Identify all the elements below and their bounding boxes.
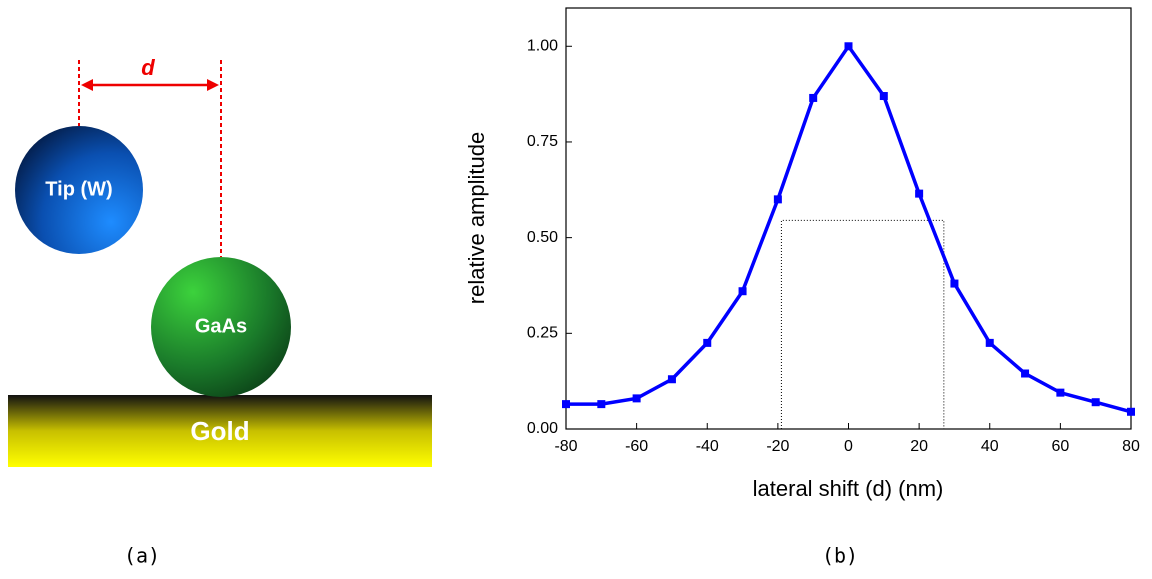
caption: (b)	[822, 544, 858, 568]
x-tick-label: -40	[696, 438, 719, 455]
chart: lateral shift (d) (nm) relative amplitud…	[464, 7, 1140, 568]
data-point	[879, 92, 888, 101]
gold-label: Gold	[190, 416, 249, 446]
data-point	[1127, 407, 1135, 416]
tip-label: Tip (W)	[45, 178, 112, 200]
x-tick-label: 80	[1122, 438, 1140, 455]
data-point	[632, 394, 641, 403]
data-point	[667, 375, 676, 384]
data-point	[844, 42, 853, 51]
x-tick-label: -20	[766, 438, 789, 455]
data-point	[1091, 398, 1100, 407]
y-tick-label: 1.00	[527, 37, 558, 54]
data-point	[597, 400, 606, 409]
data-point	[985, 338, 994, 347]
y-tick-label: 0.25	[527, 325, 558, 342]
data-point	[773, 195, 782, 204]
x-tick-label: 40	[981, 438, 999, 455]
d-label: d	[141, 55, 155, 80]
y-tick-label: 0.00	[527, 420, 558, 437]
y-tick-label: 0.75	[527, 133, 558, 150]
x-axis-label: lateral shift (d) (nm)	[753, 476, 944, 501]
gaas-sphere	[151, 257, 291, 397]
caption: (a)	[124, 544, 160, 568]
diagram: Gold Tip (W) GaAs d (a)	[8, 55, 432, 568]
data-point	[1021, 369, 1030, 378]
data-point	[738, 287, 747, 296]
gold-substrate	[8, 395, 432, 467]
series-line	[566, 44, 1132, 414]
x-tick-label: 0	[844, 438, 853, 455]
data-point	[915, 189, 924, 198]
y-axis-label: relative amplitude	[464, 132, 489, 304]
data-point	[562, 400, 570, 409]
y-tick-label: 0.50	[527, 229, 558, 246]
x-tick-label: -60	[625, 438, 648, 455]
data-point	[703, 338, 712, 347]
data-point	[809, 93, 818, 102]
x-tick-label: 20	[910, 438, 928, 455]
x-tick-label: -80	[554, 438, 577, 455]
fwhm-box	[780, 219, 945, 429]
tip-sphere	[15, 126, 143, 254]
data-point	[950, 279, 959, 288]
x-tick-label: 60	[1051, 438, 1069, 455]
gaas-label: GaAs	[195, 315, 247, 337]
plot-frame	[565, 7, 1132, 430]
data-point	[1056, 388, 1065, 397]
